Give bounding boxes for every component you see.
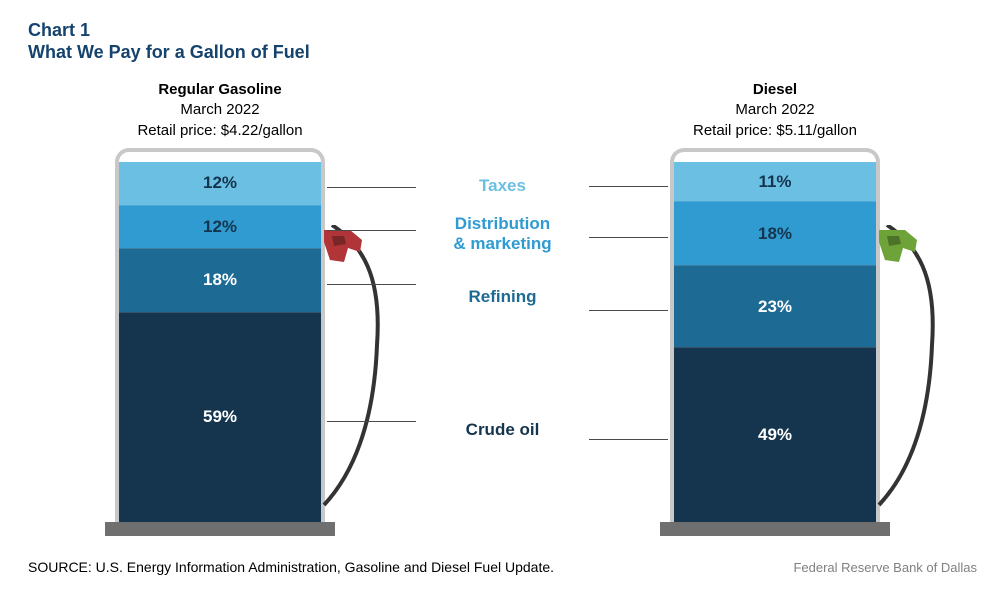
pump-top	[115, 148, 325, 162]
diesel-header: Diesel March 2022 Retail price: $5.11/ga…	[670, 80, 880, 141]
diesel-nozzle-icon	[877, 225, 957, 525]
connector-right-refining	[589, 310, 668, 311]
gasoline-seg-crude: 59%	[119, 312, 321, 522]
gasoline-pump: 12%12%18%59%	[115, 148, 325, 536]
diesel-seg-crude: 49%	[674, 347, 876, 522]
center-label-distribution: Distribution& marketing	[453, 214, 551, 254]
gasoline-seg-refining: 18%	[119, 248, 321, 312]
gasoline-price: Retail price: $4.22/gallon	[115, 121, 325, 141]
chart-label: Chart 1	[28, 20, 90, 41]
connector-left-distribution	[327, 230, 416, 231]
gasoline-nozzle-icon	[322, 225, 402, 525]
connector-left-crude	[327, 421, 416, 422]
attribution-text: Federal Reserve Bank of Dallas	[793, 560, 977, 575]
center-label-taxes: Taxes	[479, 176, 526, 196]
diesel-seg-taxes: 11%	[674, 162, 876, 201]
gasoline-header: Regular Gasoline March 2022 Retail price…	[115, 80, 325, 141]
diesel-price: Retail price: $5.11/gallon	[670, 121, 880, 141]
center-label-crude: Crude oil	[466, 420, 540, 440]
pump-base	[660, 522, 890, 536]
diesel-seg-refining: 23%	[674, 265, 876, 347]
diesel-pump: 11%18%23%49%	[670, 148, 880, 536]
gasoline-stack: 12%12%18%59%	[115, 162, 325, 522]
gasoline-seg-distribution: 12%	[119, 205, 321, 248]
diesel-period: March 2022	[670, 100, 880, 120]
diesel-stack: 11%18%23%49%	[670, 162, 880, 522]
connector-left-refining	[327, 284, 416, 285]
connector-right-taxes	[589, 186, 668, 187]
center-label-refining: Refining	[469, 287, 537, 307]
diesel-seg-distribution: 18%	[674, 201, 876, 265]
connector-left-taxes	[327, 187, 416, 188]
connector-right-crude	[589, 439, 668, 440]
pump-top	[670, 148, 880, 162]
pump-base	[105, 522, 335, 536]
gasoline-name: Regular Gasoline	[115, 80, 325, 100]
connector-right-distribution	[589, 237, 668, 238]
gasoline-seg-taxes: 12%	[119, 162, 321, 205]
diesel-name: Diesel	[670, 80, 880, 100]
gasoline-period: March 2022	[115, 100, 325, 120]
source-text: SOURCE: U.S. Energy Information Administ…	[28, 559, 554, 575]
chart-title: What We Pay for a Gallon of Fuel	[28, 42, 310, 63]
